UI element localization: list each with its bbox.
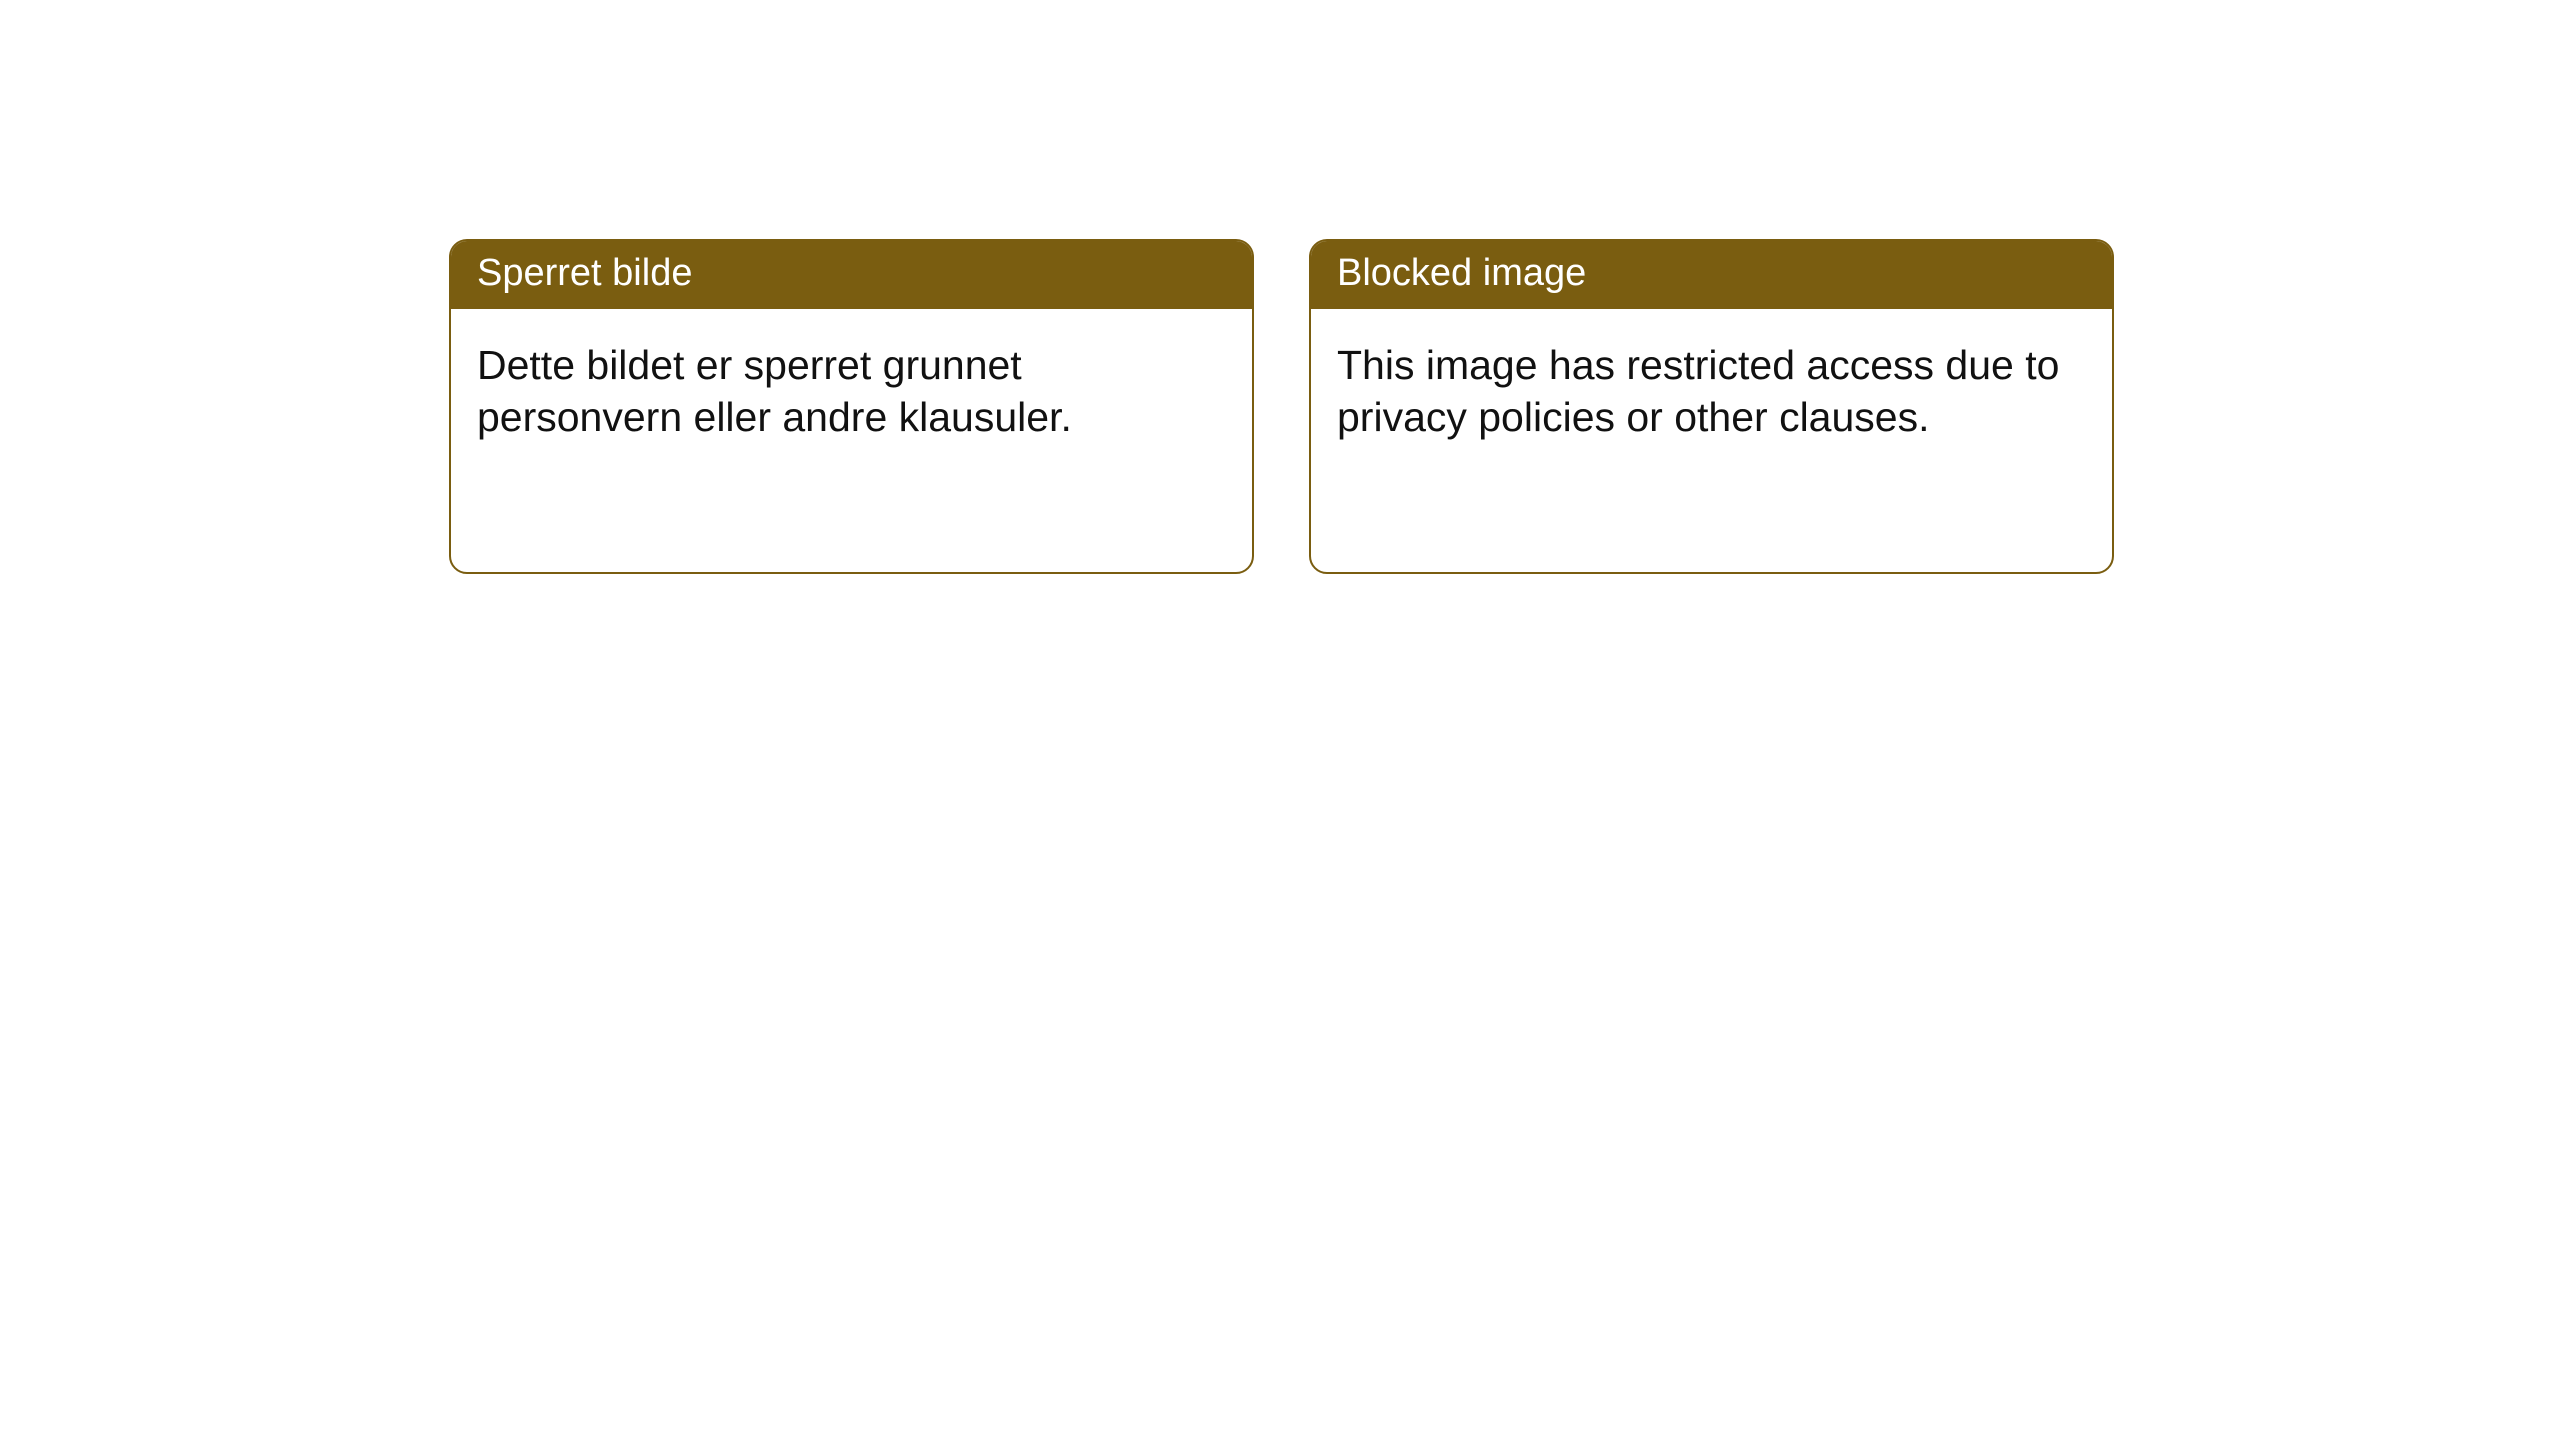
card-body-no: Dette bildet er sperret grunnet personve…: [451, 309, 1252, 463]
card-title-en: Blocked image: [1311, 241, 2112, 309]
blocked-image-card-no: Sperret bilde Dette bildet er sperret gr…: [449, 239, 1254, 574]
blocked-image-card-en: Blocked image This image has restricted …: [1309, 239, 2114, 574]
blocked-image-notices: Sperret bilde Dette bildet er sperret gr…: [449, 239, 2114, 574]
card-title-no: Sperret bilde: [451, 241, 1252, 309]
card-body-en: This image has restricted access due to …: [1311, 309, 2112, 463]
